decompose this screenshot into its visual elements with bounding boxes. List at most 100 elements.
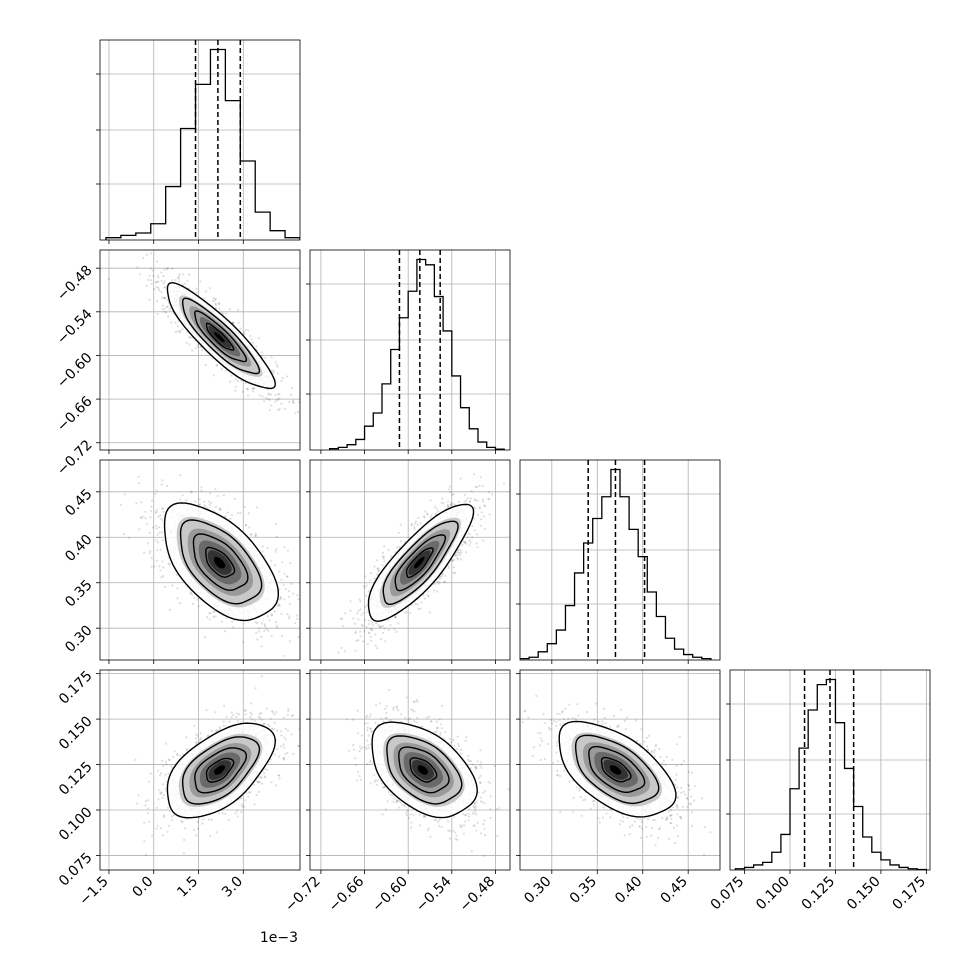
- scatter-point: [413, 525, 416, 529]
- scatter-point: [149, 279, 153, 282]
- scatter-point: [265, 627, 268, 630]
- scatter-point: [476, 499, 479, 502]
- scatter-point: [163, 280, 166, 283]
- scatter-point: [288, 615, 291, 618]
- scatter-point: [257, 630, 260, 633]
- scatter-data: [107, 252, 300, 415]
- scatter-point: [200, 489, 203, 492]
- scatter-point: [487, 497, 490, 500]
- scatter-point: [427, 590, 430, 593]
- scatter-point: [195, 287, 198, 290]
- scatter-point: [479, 524, 482, 527]
- scatter-point: [155, 527, 158, 530]
- scatter-point: [178, 329, 182, 333]
- scatter-point: [367, 590, 370, 593]
- scatter-point: [162, 274, 165, 278]
- scatter-point: [466, 536, 469, 539]
- scatter-point: [255, 506, 259, 509]
- scatter-point: [182, 273, 185, 276]
- scatter-point: [259, 716, 262, 720]
- scatter-point: [264, 356, 267, 359]
- scatter-point: [429, 499, 432, 502]
- histogram-background: [100, 40, 300, 240]
- scatter-point: [279, 596, 282, 599]
- scatter-point: [463, 540, 466, 544]
- scatter-point: [256, 622, 259, 625]
- contour-line-0: [166, 282, 276, 390]
- scatter-point: [424, 510, 427, 513]
- scatter-point: [277, 604, 281, 607]
- scatter-frame: [309, 459, 511, 661]
- histogram-background: [310, 250, 510, 450]
- scatter-point: [255, 631, 258, 634]
- scatter-point: [400, 540, 403, 543]
- scatter-point: [189, 490, 192, 493]
- scatter-point: [225, 369, 228, 372]
- scatter-point: [161, 304, 164, 307]
- scatter-point: [216, 494, 219, 498]
- scatter-point: [367, 619, 370, 622]
- scatter-point: [140, 517, 143, 520]
- scatter-point: [275, 363, 278, 366]
- scatter-point: [365, 584, 368, 587]
- scatter-frame: [99, 459, 301, 661]
- scatter-point: [275, 624, 278, 628]
- scatter-point: [185, 499, 188, 502]
- scatter-point: [470, 490, 473, 493]
- scatter-point: [210, 501, 213, 504]
- scatter-point: [452, 566, 455, 569]
- scatter-point: [266, 546, 269, 549]
- scatter-point: [228, 308, 231, 311]
- scatter-point: [158, 526, 161, 529]
- scatter-point: [237, 321, 240, 325]
- scatter-point: [154, 511, 157, 514]
- scatter-point: [268, 398, 271, 401]
- scatter-point: [457, 558, 460, 561]
- scatter-panel-0-1: [96, 249, 301, 454]
- scatter-point: [242, 641, 245, 644]
- scatter-point: [447, 566, 450, 570]
- scatter-point: [438, 581, 441, 584]
- scatter-point: [277, 409, 280, 412]
- scatter-point: [452, 493, 455, 496]
- scatter-point: [144, 517, 147, 520]
- scatter-point: [179, 602, 182, 605]
- scatter-point: [250, 533, 253, 536]
- scatter-point: [459, 477, 462, 480]
- scatter-point: [160, 271, 163, 274]
- scatter-point: [218, 302, 221, 305]
- scatter-point: [473, 529, 476, 532]
- scatter-point: [278, 604, 281, 607]
- scatter-point: [166, 305, 169, 308]
- contour-line-3: [205, 322, 235, 351]
- scatter-point: [397, 531, 400, 534]
- scatter-point: [379, 625, 383, 628]
- scatter-point: [266, 629, 270, 632]
- scatter-point: [379, 625, 382, 628]
- scatter-point: [294, 412, 297, 415]
- scatter-point: [265, 397, 268, 400]
- scatter-point: [107, 278, 110, 281]
- scatter-point: [260, 622, 263, 625]
- scatter-point: [369, 572, 372, 575]
- scatter-point: [369, 635, 372, 639]
- scatter-point: [376, 567, 379, 570]
- scatter-point: [166, 268, 169, 271]
- scatter-point: [287, 708, 290, 711]
- scatter-point: [156, 533, 159, 536]
- scatter-point: [236, 379, 239, 383]
- scatter-point: [159, 517, 162, 521]
- scatter-point: [167, 562, 170, 565]
- scatter-point: [395, 630, 398, 634]
- scatter-point: [231, 321, 234, 324]
- scatter-point: [157, 286, 160, 290]
- scatter-point: [119, 503, 123, 506]
- scatter-point: [361, 624, 364, 627]
- scatter-point: [230, 374, 233, 377]
- scatter-point: [382, 555, 385, 558]
- scatter-point: [488, 491, 491, 494]
- scatter-point: [341, 624, 345, 627]
- scatter-point: [446, 505, 450, 508]
- density-fill-5: [414, 556, 425, 569]
- scatter-point: [394, 616, 397, 619]
